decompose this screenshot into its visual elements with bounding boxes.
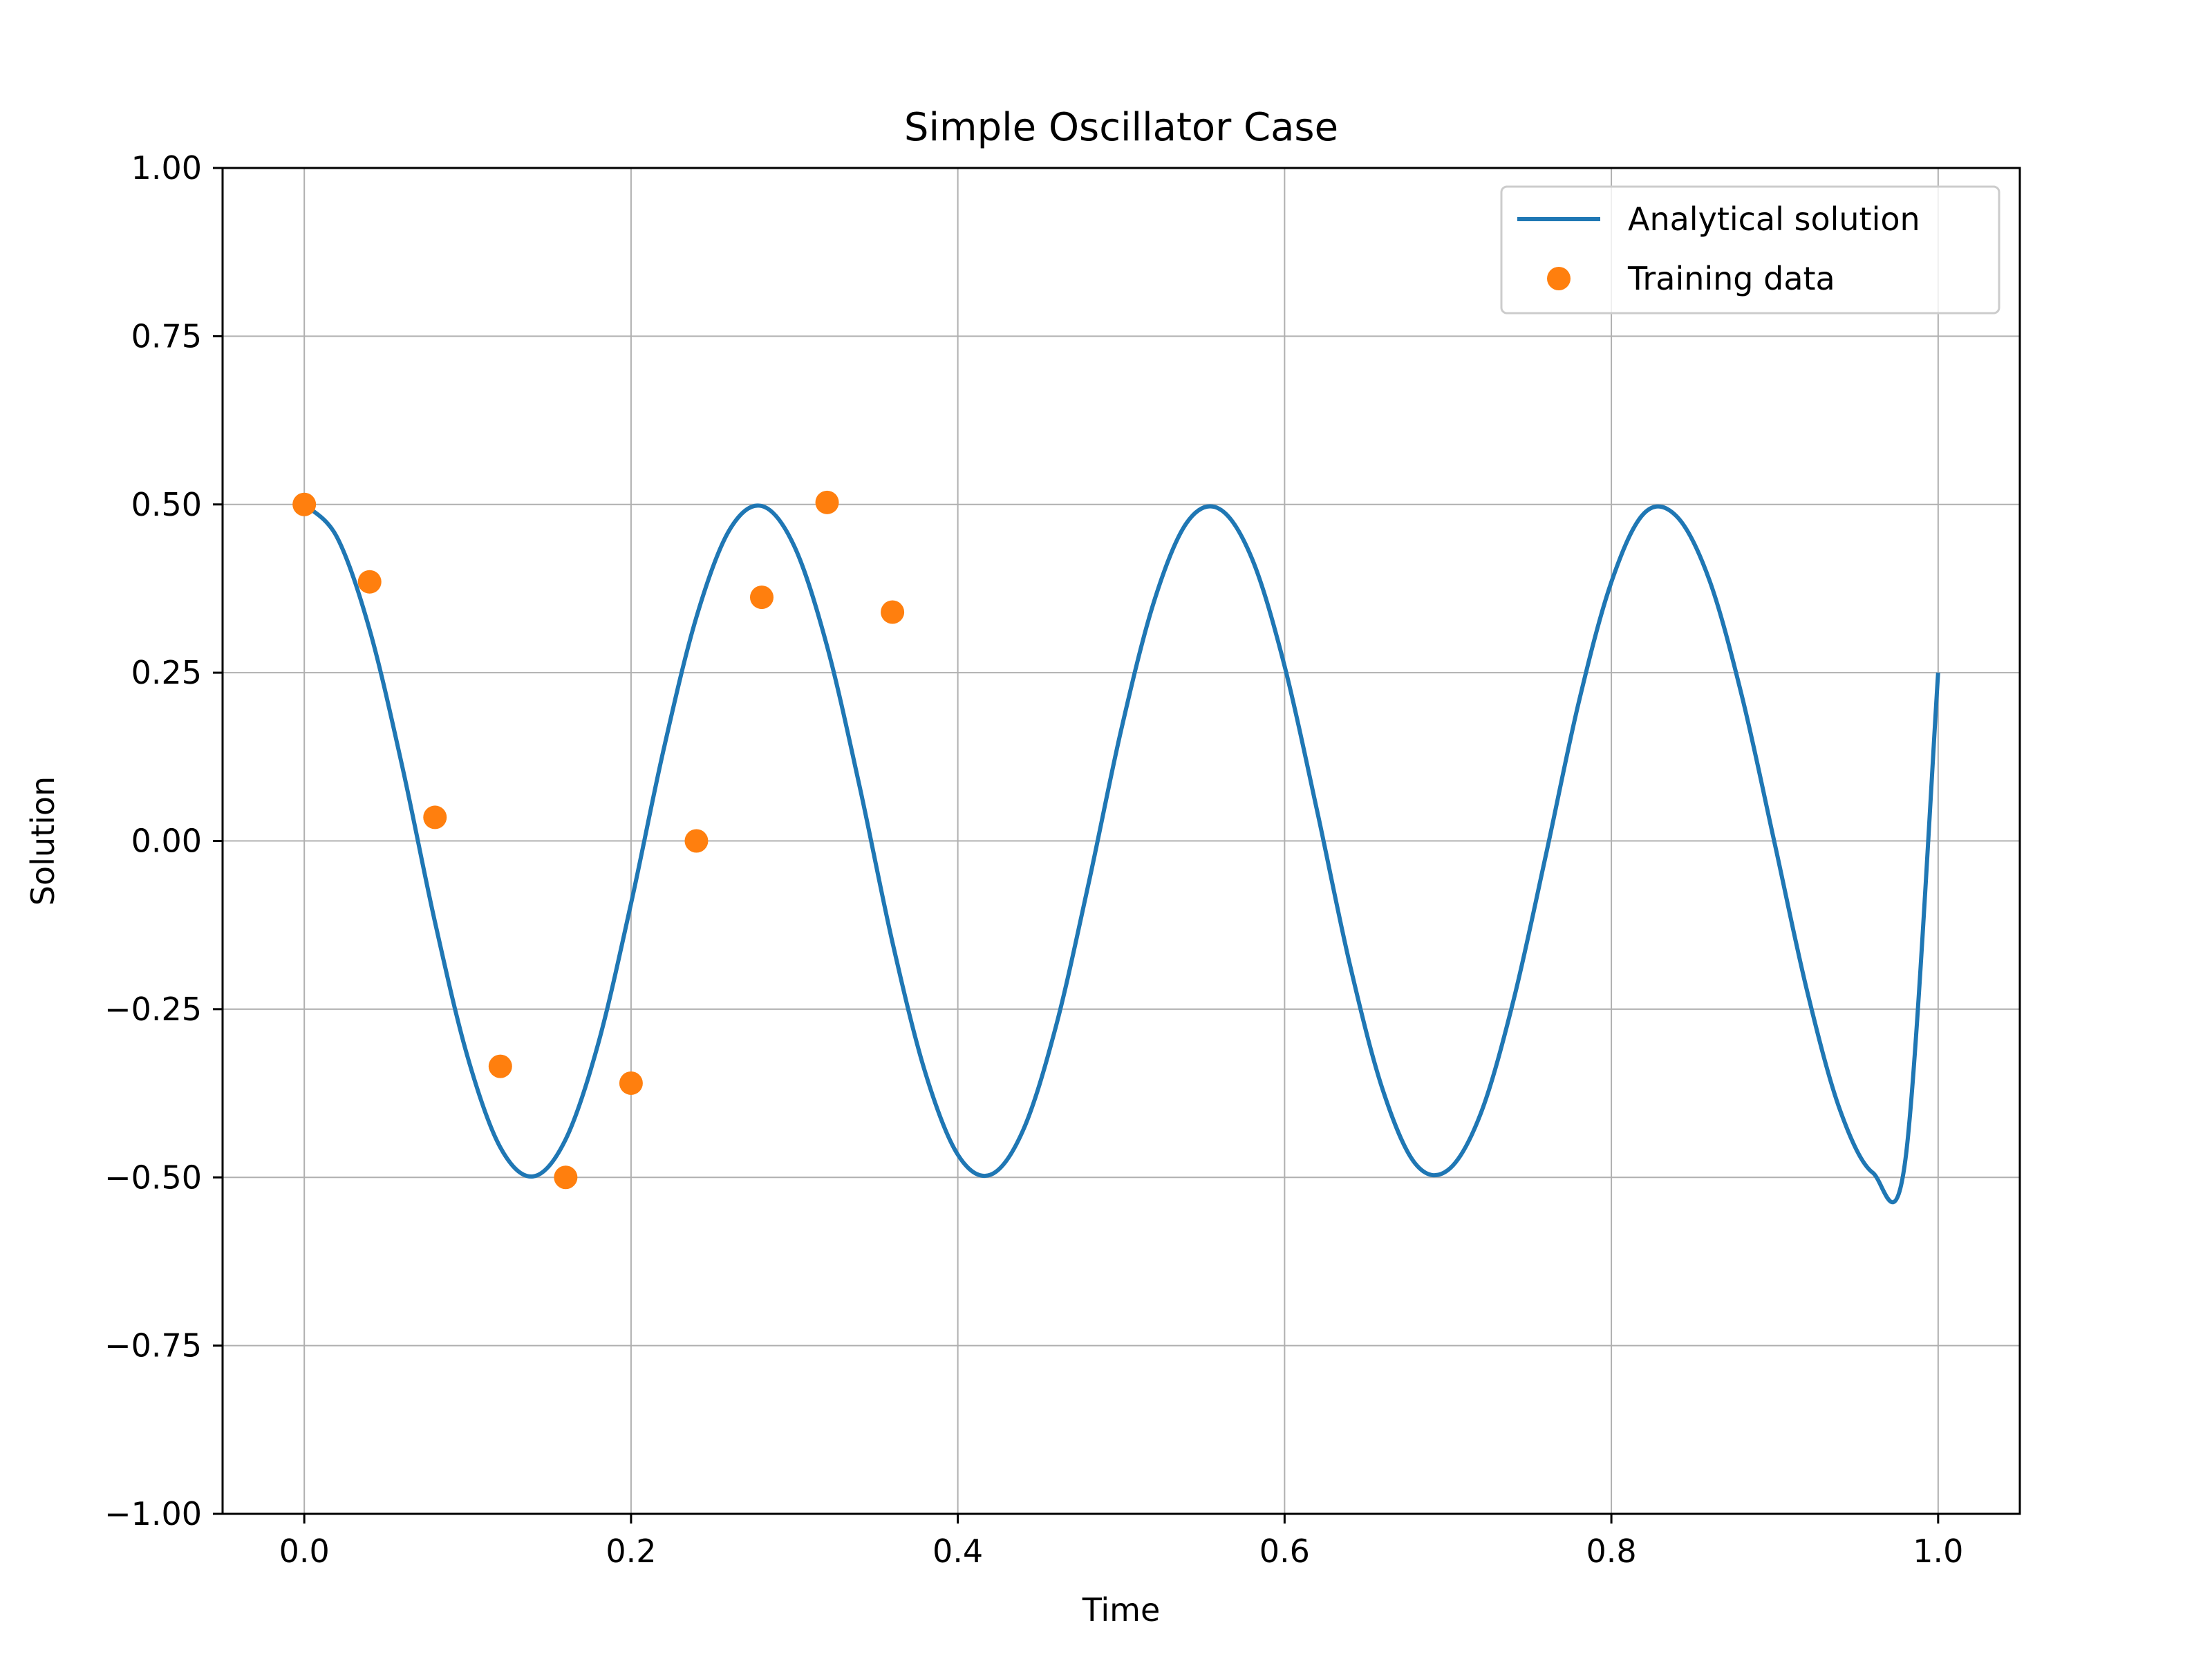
legend-label-training-data: Training data <box>1627 260 1835 297</box>
x-tick-label: 0.8 <box>1586 1533 1637 1570</box>
legend-dot-swatch <box>1547 267 1571 290</box>
x-tick-label: 1.0 <box>1913 1533 1963 1570</box>
training-data-point <box>881 600 905 624</box>
x-tick-label: 0.6 <box>1259 1533 1310 1570</box>
y-tick-label: −0.50 <box>104 1159 202 1196</box>
y-tick-label: −1.00 <box>104 1495 202 1533</box>
y-tick-label: −0.25 <box>104 991 202 1028</box>
training-data-point <box>619 1071 643 1095</box>
legend-box <box>1500 185 2000 315</box>
chart-title: Simple Oscillator Case <box>904 105 1338 150</box>
ticks: 0.0 0.2 0.4 0.6 0.8 1.0 −1.00 −0.75 −0.50 −0.25 0.… <box>104 149 1963 1570</box>
training-data-point <box>488 1054 512 1078</box>
y-tick-label: 1.00 <box>131 149 202 187</box>
legend-label-analytical-solution: Analytical solution <box>1628 200 1920 238</box>
training-data-point <box>684 829 709 853</box>
y-tick-label: 0.75 <box>131 317 202 355</box>
y-tick-label: −0.75 <box>104 1327 202 1365</box>
y-tick-label: 0.50 <box>131 486 202 523</box>
training-data-point <box>815 490 839 514</box>
analytical-solution-line <box>303 503 1940 1205</box>
plot-series <box>292 490 1940 1205</box>
training-data-point <box>423 805 447 830</box>
y-axis-label: Solution <box>24 776 62 906</box>
x-tick-label: 0.2 <box>606 1533 656 1570</box>
y-tick-label: 0.25 <box>131 654 202 691</box>
y-tick-label: 0.00 <box>131 823 202 860</box>
x-tick-label: 0.0 <box>279 1533 330 1570</box>
training-data-point <box>292 492 317 516</box>
x-tick-label: 0.4 <box>932 1533 983 1570</box>
training-data-point <box>357 570 382 594</box>
training-data-point <box>750 585 774 610</box>
training-data-point <box>554 1165 578 1190</box>
x-axis-label: Time <box>1082 1591 1161 1629</box>
legend: Analytical solution Training data <box>1500 185 2000 315</box>
